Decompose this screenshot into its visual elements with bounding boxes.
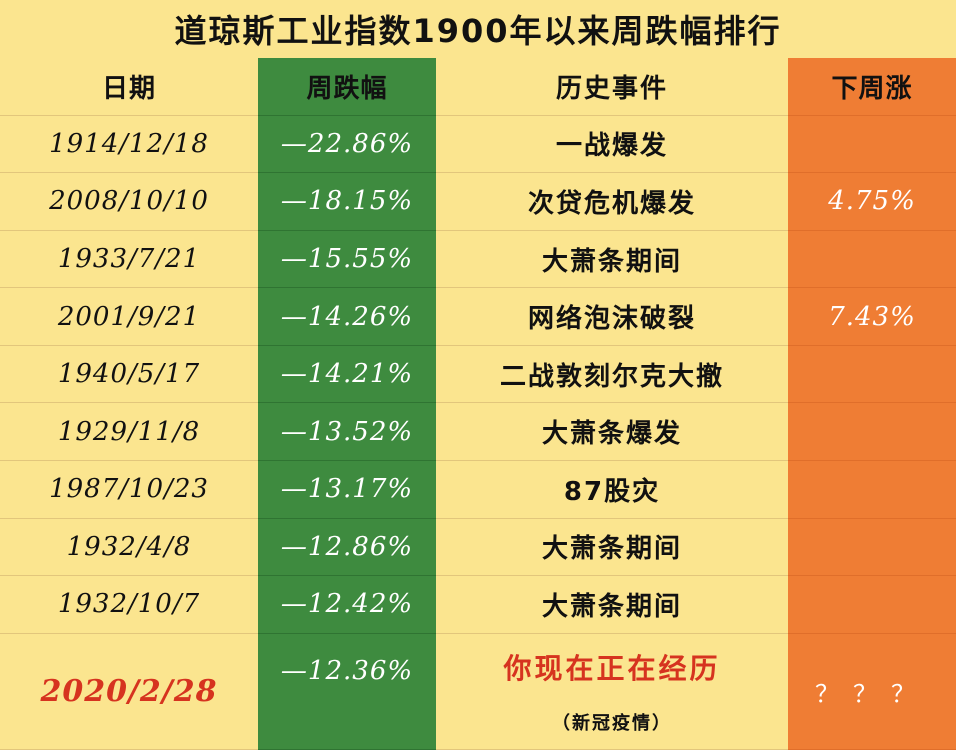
chart-title: 道琼斯工业指数1900年以来周跌幅排行: [0, 0, 956, 59]
row-event: 次贷危机爆发: [436, 172, 788, 231]
row-event: 一战爆发: [436, 115, 788, 174]
row-next-week-gain: [788, 230, 956, 289]
row-event: 大萧条爆发: [436, 402, 788, 462]
current-row: 2020/2/28 —12.36% 你现在正在经历 （新冠疫情） ？？？: [0, 633, 956, 750]
table-row: 2001/9/21 —14.26% 网络泡沫破裂 7.43%: [0, 287, 956, 346]
current-weekly-drop: —12.36%: [280, 656, 414, 687]
row-event: 二战敦刻尔克大撤: [436, 345, 788, 404]
row-date: 2008/10/10: [0, 172, 258, 231]
current-next-week-gain-cell: ？？？: [788, 633, 956, 750]
header-historical-event: 历史事件: [436, 58, 788, 116]
row-weekly-drop: —18.15%: [258, 172, 436, 231]
table-row: 1932/10/7 —12.42% 大萧条期间: [0, 575, 956, 634]
table-row: 1932/4/8 —12.86% 大萧条期间: [0, 518, 956, 577]
row-next-week-gain: [788, 518, 956, 577]
row-weekly-drop: —12.86%: [258, 518, 436, 577]
row-date: 2001/9/21: [0, 287, 258, 346]
current-event-note: （新冠疫情）: [552, 713, 672, 735]
current-date: 2020/2/28: [0, 633, 258, 750]
row-event: 网络泡沫破裂: [436, 287, 788, 346]
row-weekly-drop: —13.17%: [258, 460, 436, 519]
row-event: 大萧条期间: [436, 518, 788, 577]
current-next-week-gain: ？？？: [815, 679, 929, 708]
row-date: 1929/11/8: [0, 402, 258, 462]
row-date: 1932/10/7: [0, 575, 258, 634]
row-event: 大萧条期间: [436, 575, 788, 634]
row-weekly-drop: —12.42%: [258, 575, 436, 634]
row-next-week-gain: 4.75%: [788, 172, 956, 231]
current-event-cell: 你现在正在经历 （新冠疫情）: [436, 633, 788, 750]
row-date: 1987/10/23: [0, 460, 258, 519]
row-weekly-drop: —13.52%: [258, 402, 436, 462]
row-next-week-gain: 7.43%: [788, 287, 956, 346]
header-date: 日期: [0, 58, 258, 116]
header-weekly-drop: 周跌幅: [258, 58, 436, 116]
row-weekly-drop: —14.26%: [258, 287, 436, 346]
row-date: 1914/12/18: [0, 115, 258, 174]
row-next-week-gain: [788, 460, 956, 519]
table-row: 1940/5/17 —14.21% 二战敦刻尔克大撤: [0, 345, 956, 404]
row-weekly-drop: —15.55%: [258, 230, 436, 289]
row-next-week-gain: [788, 402, 956, 462]
current-weekly-drop-cell: —12.36%: [258, 633, 436, 750]
row-date: 1933/7/21: [0, 230, 258, 289]
row-date: 1940/5/17: [0, 345, 258, 404]
table-row: 2008/10/10 —18.15% 次贷危机爆发 4.75%: [0, 172, 956, 231]
table-row: 1933/7/21 —15.55% 大萧条期间: [0, 230, 956, 289]
row-weekly-drop: —14.21%: [258, 345, 436, 404]
header-next-week-gain: 下周涨: [788, 58, 956, 116]
ranking-table: 日期 周跌幅 历史事件 下周涨 1914/12/18 —22.86% 一战爆发 …: [0, 58, 956, 750]
table-row: 1929/11/8 —13.52% 大萧条爆发: [0, 402, 956, 462]
header-row: 日期 周跌幅 历史事件 下周涨: [0, 58, 956, 116]
row-event: 大萧条期间: [436, 230, 788, 289]
row-next-week-gain: [788, 115, 956, 174]
row-date: 1932/4/8: [0, 518, 258, 577]
row-weekly-drop: —22.86%: [258, 115, 436, 174]
table-row: 1914/12/18 —22.86% 一战爆发: [0, 115, 956, 174]
table-row: 1987/10/23 —13.17% 87股灾: [0, 460, 956, 519]
row-event: 87股灾: [436, 460, 788, 519]
row-next-week-gain: [788, 345, 956, 404]
current-event: 你现在正在经历: [503, 652, 721, 686]
row-next-week-gain: [788, 575, 956, 634]
